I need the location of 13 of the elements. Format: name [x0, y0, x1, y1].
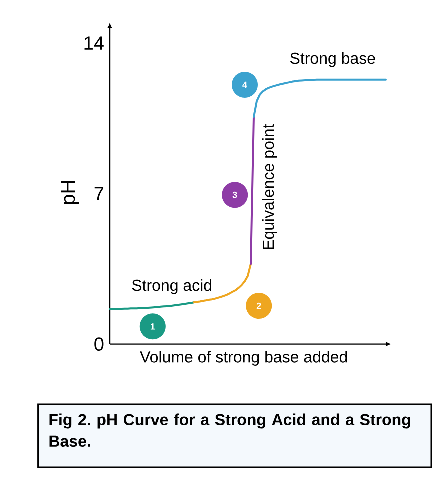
annotation: Equivalence point — [262, 124, 278, 250]
caption: Fig 2. pH Curve for a Strong Acid and a Strong Base. — [50, 414, 410, 448]
y-tick-label: 0 — [94, 338, 104, 352]
series-label: 3 — [232, 192, 238, 198]
annotation: Strong acid — [132, 279, 212, 294]
x-axis-title: Volume of strong base added — [140, 351, 348, 366]
y-tick-label: 14 — [84, 36, 104, 50]
y-axis-title: pH — [61, 181, 80, 204]
annotation: Strong base — [290, 52, 376, 68]
series-label: 1 — [150, 324, 156, 330]
series-label: 4 — [242, 82, 248, 88]
y-tick-label: 7 — [94, 187, 104, 200]
text: 2 — [256, 302, 262, 310]
